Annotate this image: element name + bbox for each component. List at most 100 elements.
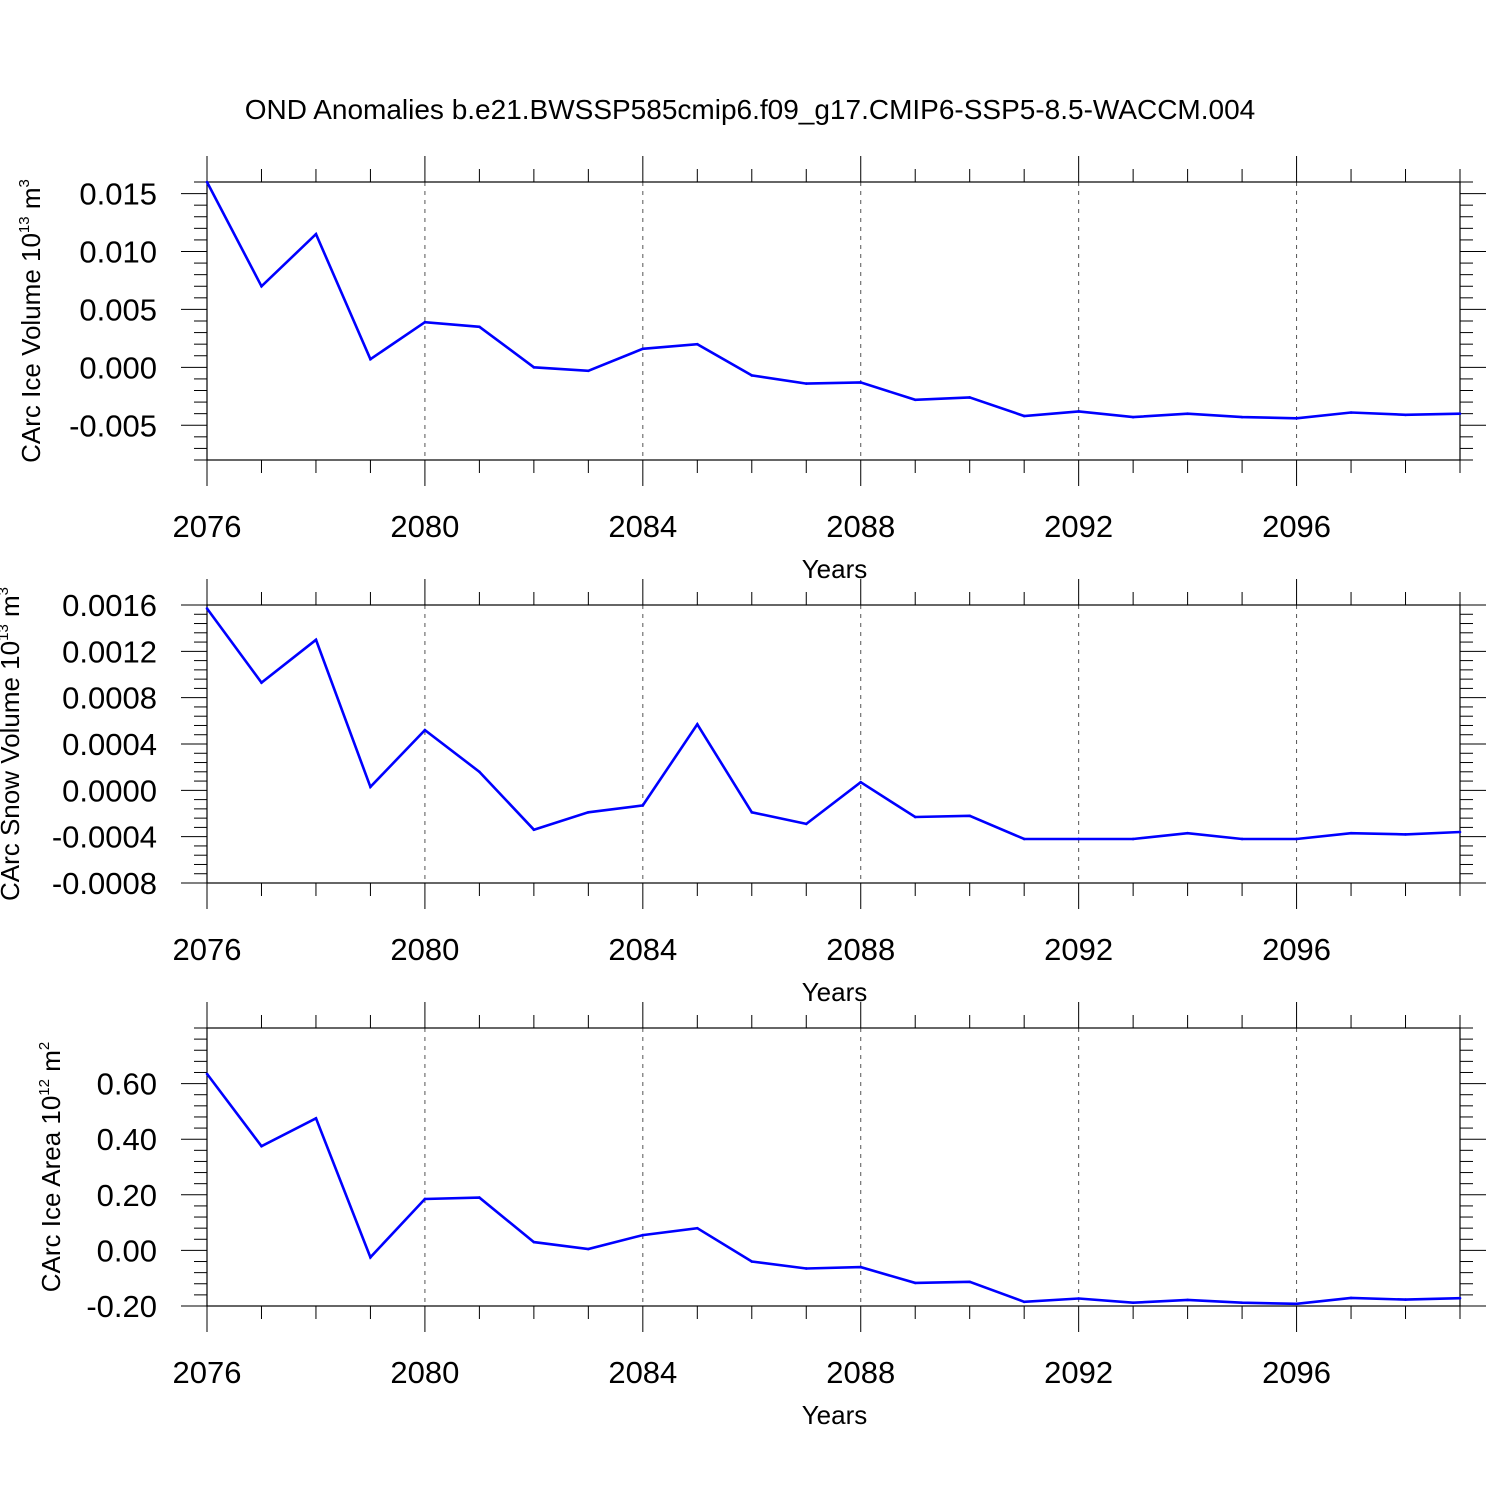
chart-ice-volume-data-point [369,358,372,361]
chart-ice-area-data-point [1186,1299,1189,1302]
chart-snow-volume-y-label-main: CArc Snow Volume 10 [0,641,25,901]
chart-snow-volume-x-tick-label: 2080 [390,932,459,967]
chart-ice-area-data-point [1404,1298,1407,1301]
chart-ice-area-data-point [1459,1297,1462,1300]
chart-ice-volume-y-label-unit-exp: 3 [16,179,33,187]
chart-ice-volume-data-point [642,348,645,351]
chart-ice-area-y-label-exp: 12 [36,1079,53,1096]
chart-ice-volume-data-point [1459,412,1462,415]
chart-ice-volume-data-point [805,382,808,385]
chart-snow-volume-y-axis-label: CArc Snow Volume 1013 m3 [0,587,25,901]
chart-snow-volume-series-line [207,609,1460,840]
chart-snow-volume-data-point [1459,831,1462,834]
panel-ice-area: 2076 2080 2084 2088 2092 2096 0.60 0.40 0.20 0.00… [36,1002,1486,1430]
chart-ice-volume-data-point [1077,410,1080,413]
chart-ice-volume-data-point [859,381,862,384]
chart-ice-area-x-ticks [207,1002,1460,1332]
chart-snow-volume-data-point [750,811,753,814]
chart-ice-volume-y-label-main: CArc Ice Volume 10 [16,233,46,463]
chart-snow-volume-data-point [587,811,590,814]
chart-ice-area-y-ticks [181,1028,1486,1306]
chart-ice-volume-data-point [1023,415,1026,418]
chart-ice-volume-x-tick-label: 2084 [608,509,677,544]
chart-title: OND Anomalies b.e21.BWSSP585cmip6.f09_g1… [245,94,1256,125]
chart-ice-area-x-tick-label: 2088 [826,1355,895,1390]
chart-ice-volume-y-axis-label: CArc Ice Volume 1013 m3 [16,179,46,463]
chart-ice-volume-y-tick-label: -0.005 [69,408,157,443]
panel-ice-volume: 2076 2080 2084 2088 2092 2096 0.015 0.010 0.005 0… [16,156,1486,584]
chart-ice-volume-data-point [1186,412,1189,415]
chart-ice-volume-data-point [206,181,209,184]
chart-ice-volume-data-point [968,396,971,399]
chart-snow-volume-y-label-unit-exp: 3 [0,587,12,595]
chart-ice-volume-data-point [1295,417,1298,420]
chart-snow-volume-data-point [859,781,862,784]
chart-ice-volume-data-point [315,233,318,236]
chart-ice-volume-data-point [750,374,753,377]
chart-ice-area-data-points [206,1073,1462,1306]
chart-snow-volume-data-point [478,771,481,774]
chart-snow-volume-y-tick-label: 0.0004 [62,727,157,762]
chart-ice-volume-y-tick-label: 0.015 [79,177,157,212]
chart-ice-volume-data-point [533,366,536,369]
chart-figure: OND Anomalies b.e21.BWSSP585cmip6.f09_g1… [0,0,1500,1500]
chart-snow-volume-data-point [1350,832,1353,835]
chart-ice-volume-y-tick-label: 0.000 [79,350,157,385]
chart-ice-volume-x-tick-label: 2076 [173,509,242,544]
chart-ice-volume-y-label-unit: m [16,187,46,216]
chart-ice-volume-data-point [1241,416,1244,419]
chart-snow-volume-x-ticks [207,579,1460,909]
chart-ice-area-data-point [587,1248,590,1251]
chart-ice-area-data-point [805,1267,808,1270]
chart-ice-volume-x-tick-label: 2092 [1044,509,1113,544]
chart-ice-volume-data-point [478,325,481,328]
chart-snow-volume-data-point [914,816,917,819]
chart-snow-volume-data-point [369,786,372,789]
chart-ice-area-y-tick-label: 0.40 [97,1122,157,1157]
chart-ice-area-data-point [1077,1297,1080,1300]
chart-snow-volume-y-tick-label: 0.0000 [62,773,157,808]
chart-snow-volume-x-tick-label: 2088 [826,932,895,967]
chart-ice-area-data-point [1295,1302,1298,1305]
chart-snow-volume-y-tick-label: -0.0008 [52,866,157,901]
chart-ice-volume-x-tick-label: 2096 [1262,509,1331,544]
chart-ice-area-x-tick-label: 2092 [1044,1355,1113,1390]
chart-ice-area-y-label-unit: m [36,1050,66,1079]
chart-snow-volume-data-point [315,638,318,641]
chart-snow-volume-x-tick-label: 2084 [608,932,677,967]
chart-ice-area-y-label-unit-exp: 2 [36,1042,53,1050]
chart-ice-area-data-point [424,1198,427,1201]
chart-snow-volume-data-points [206,607,1462,840]
chart-snow-volume-y-tick-label: 0.0008 [62,681,157,716]
chart-snow-volume-y-tick-label: 0.0016 [62,588,157,623]
chart-ice-area-data-point [315,1117,318,1120]
chart-snow-volume-plot-frame [207,605,1460,883]
chart-ice-area-series-line [207,1074,1460,1304]
chart-ice-area-data-point [968,1281,971,1284]
chart-snow-volume-data-point [1241,838,1244,841]
chart-ice-volume-data-point [587,370,590,373]
chart-snow-volume-y-tick-label: 0.0012 [62,634,157,669]
chart-ice-area-x-tick-label: 2080 [390,1355,459,1390]
chart-ice-area-x-tick-label: 2076 [173,1355,242,1390]
chart-ice-volume-x-axis-label: Years [802,554,868,584]
chart-ice-area-x-axis-label: Years [802,1400,868,1430]
chart-snow-volume-data-point [968,815,971,818]
chart-snow-volume-y-tick-label: -0.0004 [52,820,157,855]
chart-ice-area-x-tick-label: 2084 [608,1355,677,1390]
chart-snow-volume-y-ticks [181,605,1486,883]
chart-snow-volume-data-point [642,804,645,807]
chart-ice-area-x-tick-label: 2096 [1262,1355,1331,1390]
chart-ice-area-data-point [642,1234,645,1237]
chart-snow-volume-data-point [805,823,808,826]
chart-ice-area-data-point [1350,1297,1353,1300]
chart-ice-volume-data-point [260,285,263,288]
chart-ice-area-data-point [206,1073,209,1076]
chart-ice-area-y-axis-label: CArc Ice Area 1012 m2 [36,1042,66,1292]
chart-ice-area-data-point [369,1256,372,1259]
chart-snow-volume-data-point [1077,838,1080,841]
chart-snow-volume-data-point [696,723,699,726]
chart-snow-volume-data-point [1186,832,1189,835]
chart-ice-area-y-tick-label: 0.20 [97,1178,157,1213]
chart-ice-area-y-tick-label: -0.20 [86,1289,157,1324]
